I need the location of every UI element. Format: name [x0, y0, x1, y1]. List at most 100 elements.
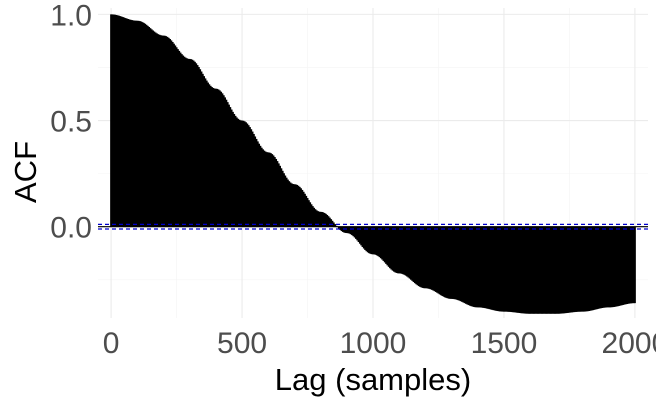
acf-bar [349, 226, 352, 235]
acf-bar [285, 177, 288, 227]
acf-bar [272, 155, 275, 227]
acf-bar [572, 226, 575, 313]
acf-bar [269, 153, 272, 227]
acf-bar [607, 226, 610, 308]
acf-bar [378, 226, 381, 258]
acf-bar [303, 193, 306, 227]
acf-bar [209, 85, 212, 227]
acf-bar [615, 226, 618, 307]
acf-bar [197, 67, 200, 227]
acf-bar [302, 191, 305, 227]
acf-bar [533, 226, 536, 314]
acf-bar [267, 152, 270, 227]
y-tick-labels: 0.0 0.5 1.0 [50, 0, 92, 245]
acf-bar [430, 226, 433, 290]
acf-bar [403, 226, 406, 275]
acf-bar [227, 104, 230, 227]
acf-bar [406, 226, 409, 277]
acf-bar [482, 226, 484, 308]
acf-bar [506, 226, 509, 312]
acf-bar [366, 226, 369, 253]
acf-bar [204, 78, 207, 227]
acf-bar [297, 185, 300, 227]
acf-bar [560, 226, 563, 314]
acf-bar [593, 226, 596, 310]
acf-bar [518, 226, 521, 314]
acf-bar [375, 226, 378, 256]
acf-bar [341, 226, 344, 232]
acf-bar [513, 226, 516, 313]
acf-bar [374, 226, 377, 255]
acf-bar [123, 17, 126, 227]
acf-bar [580, 226, 583, 312]
acf-bar [468, 226, 471, 306]
acf-bar [199, 69, 202, 227]
acf-bar [555, 226, 558, 314]
acf-bar [630, 226, 632, 304]
acf-bar [355, 226, 357, 239]
acf-bar [364, 226, 367, 250]
acf-bar [256, 141, 259, 227]
acf-bar [485, 226, 488, 309]
acf-bar [594, 226, 597, 310]
acf-bar [230, 109, 233, 227]
acf-bar [217, 89, 220, 227]
acf-bar [307, 200, 310, 227]
acf-bar [293, 184, 296, 227]
acf-bar [500, 226, 503, 312]
acf-bar [423, 226, 426, 289]
acf-bar [331, 220, 334, 227]
acf-bar [170, 40, 173, 227]
acf-bar [327, 216, 330, 227]
acf-bar [480, 226, 483, 308]
acf-bar [509, 226, 512, 312]
y-axis-title: ACF [8, 141, 43, 203]
acf-bar [163, 35, 166, 227]
acf-bar [571, 226, 574, 313]
acf-bar [395, 226, 398, 273]
acf-bar [201, 73, 204, 227]
acf-bar [624, 226, 627, 305]
acf-bar [492, 226, 495, 311]
acf-bar [320, 211, 323, 227]
acf-bar [229, 107, 232, 227]
acf-bar [462, 226, 465, 303]
acf-bar [483, 226, 486, 309]
acf-bar [246, 123, 249, 227]
acf-bar [534, 226, 537, 314]
acf-bar [389, 226, 391, 269]
acf-bar [589, 226, 592, 311]
acf-bar [347, 226, 350, 234]
acf-bar [166, 36, 169, 227]
acf-bar [117, 15, 120, 227]
acf-bar [441, 226, 444, 296]
acf-bar [368, 226, 371, 254]
acf-bar [386, 226, 389, 266]
acf-bar [183, 56, 186, 227]
acf-bar [563, 226, 566, 314]
acf-bar [516, 226, 519, 313]
acf-bar [125, 18, 128, 227]
acf-bar [110, 14, 113, 227]
acf-bar [167, 37, 170, 227]
acf-bar [631, 226, 634, 304]
acf-bar [554, 226, 556, 314]
x-axis-title: Lag (samples) [275, 362, 471, 397]
acf-bar [458, 226, 461, 301]
acf-bar [330, 219, 333, 227]
acf-bar [597, 226, 600, 309]
acf-bar [262, 149, 264, 227]
acf-bar [449, 226, 452, 299]
acf-bar [115, 14, 118, 227]
acf-bar [222, 95, 225, 227]
acf-bar [281, 170, 284, 227]
acf-bar [128, 19, 131, 227]
acf-bar [213, 88, 216, 227]
acf-bar [599, 226, 602, 309]
x-tick-label: 0 [103, 327, 120, 360]
acf-bar [306, 198, 309, 227]
acf-bar [410, 226, 412, 280]
acf-bar [489, 226, 492, 310]
acf-bar [605, 226, 608, 308]
acf-bar [495, 226, 498, 311]
